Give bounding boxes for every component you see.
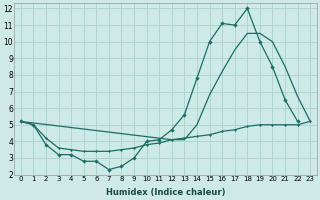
X-axis label: Humidex (Indice chaleur): Humidex (Indice chaleur) <box>106 188 225 197</box>
